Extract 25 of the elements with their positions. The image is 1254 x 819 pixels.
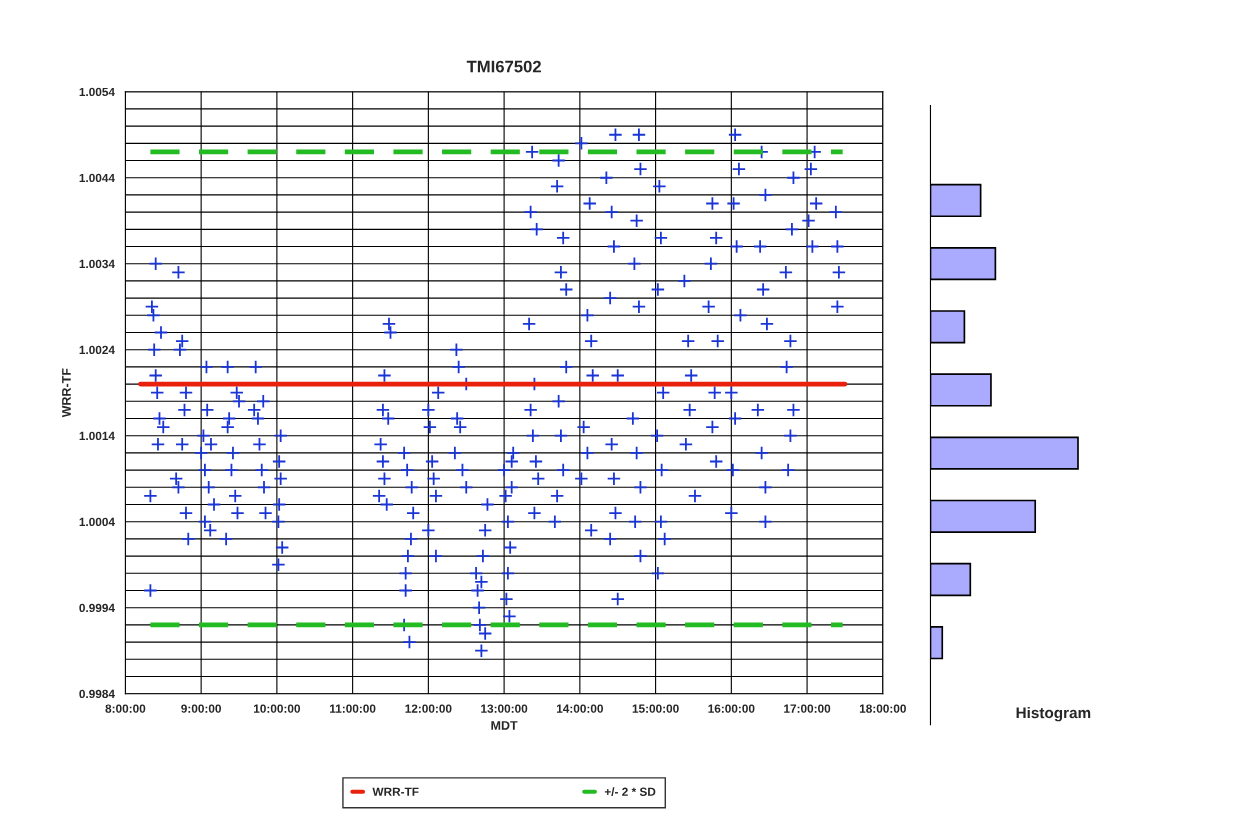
y-tick-label: 1.0014: [79, 431, 115, 441]
y-tick-label: 0.9994: [79, 603, 115, 613]
x-tick-label: 14:00:00: [556, 704, 603, 713]
y-axis-title: WRR-TF: [62, 368, 71, 418]
y-tick-label: 0.9984: [79, 689, 115, 699]
x-tick-label: 18:00:00: [859, 704, 906, 713]
y-tick-label: 1.0024: [79, 345, 115, 355]
y-tick-label: 1.0044: [79, 173, 115, 183]
x-tick-label: 9:00:00: [181, 704, 222, 713]
y-tick-label: 1.0004: [79, 517, 115, 527]
legend-label: WRR-TF: [372, 787, 419, 796]
x-tick-label: 8:00:00: [105, 704, 146, 713]
x-axis-title: Histogram: [1016, 707, 1091, 722]
chart-title: TMI67502: [466, 60, 541, 73]
x-tick-label: 16:00:00: [708, 704, 755, 713]
y-tick-label: 1.0054: [79, 87, 115, 97]
legend-label: +/- 2 * SD: [604, 787, 656, 797]
x-axis-title: MDT: [491, 721, 518, 730]
x-tick-label: 10:00:00: [254, 704, 301, 713]
x-tick-label: 11:00:00: [330, 704, 376, 713]
x-tick-label: 12:00:00: [405, 704, 452, 713]
x-tick-label: 15:00:00: [632, 704, 679, 713]
x-tick-label: 17:00:00: [784, 704, 831, 713]
y-tick-label: 1.0034: [79, 259, 115, 269]
x-tick-label: 13:00:00: [481, 704, 528, 713]
